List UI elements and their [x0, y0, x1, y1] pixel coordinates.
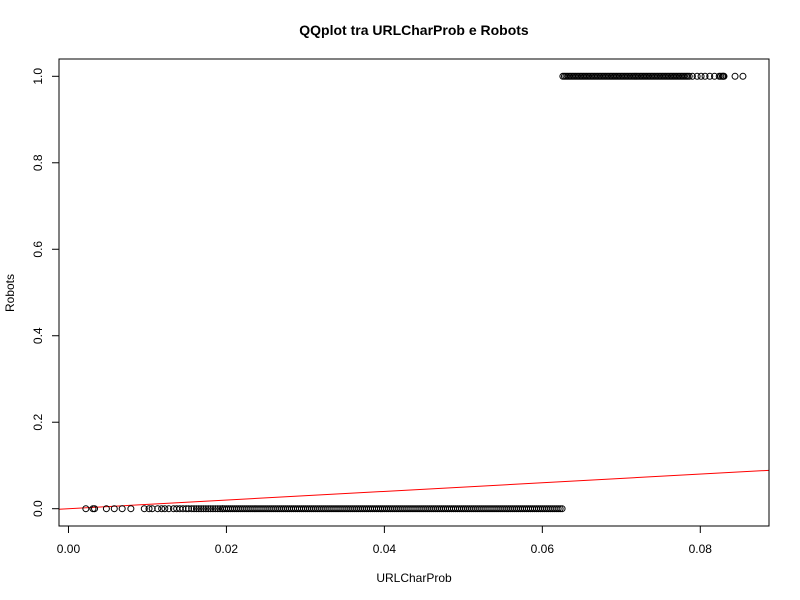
data-point: [693, 72, 701, 80]
data-point: [165, 505, 173, 513]
data-point: [202, 505, 210, 513]
data-point: [110, 505, 118, 513]
data-point: [554, 505, 562, 513]
data-point: [556, 505, 564, 513]
data-point: [204, 505, 212, 513]
data-point: [701, 72, 709, 80]
data-points: [82, 72, 747, 513]
data-point: [697, 72, 705, 80]
data-point: [161, 505, 169, 513]
data-point: [207, 505, 215, 513]
data-point: [211, 505, 219, 513]
data-point: [558, 505, 566, 513]
data-point: [82, 505, 90, 513]
data-point: [154, 505, 162, 513]
data-point: [118, 505, 126, 513]
y-tick-label: 0.2: [31, 414, 45, 431]
data-point: [739, 72, 747, 80]
x-tick-label: 0.08: [689, 542, 713, 556]
data-point: [91, 505, 99, 513]
data-point: [195, 505, 203, 513]
data-point: [158, 505, 166, 513]
chart-title: QQplot tra URLCharProb e Robots: [299, 22, 529, 38]
data-point: [102, 505, 110, 513]
data-point: [214, 505, 222, 513]
y-tick-label: 0.6: [31, 241, 45, 258]
y-tick-label: 0.8: [31, 154, 45, 171]
reference-line-group: [58, 469, 770, 510]
data-point: [145, 505, 153, 513]
reference-line: [58, 469, 770, 510]
data-point: [192, 505, 200, 513]
data-point: [706, 72, 714, 80]
y-tick-label: 1.0: [31, 68, 45, 85]
y-tick-label: 0.0: [31, 500, 45, 517]
plot-frame: [58, 58, 770, 527]
x-tick-label: 0.04: [373, 542, 397, 556]
x-tick-label: 0.00: [57, 542, 81, 556]
x-axis: 0.00 0.02 0.04 0.06 0.08: [57, 525, 713, 556]
data-point: [200, 505, 208, 513]
data-point: [188, 505, 196, 513]
data-point: [209, 505, 217, 513]
x-axis-label: URLCharProb: [376, 571, 452, 585]
data-point: [685, 72, 693, 80]
data-point: [720, 72, 728, 80]
data-point: [190, 505, 198, 513]
data-point: [127, 505, 135, 513]
y-axis-label: Robots: [3, 274, 17, 312]
data-point: [197, 505, 205, 513]
x-tick-label: 0.02: [215, 542, 239, 556]
y-axis: 0.0 0.2 0.4 0.6 0.8 1.0: [31, 68, 60, 517]
data-point: [731, 72, 739, 80]
y-tick-label: 0.4: [31, 327, 45, 344]
x-tick-label: 0.06: [531, 542, 555, 556]
data-point: [140, 505, 148, 513]
